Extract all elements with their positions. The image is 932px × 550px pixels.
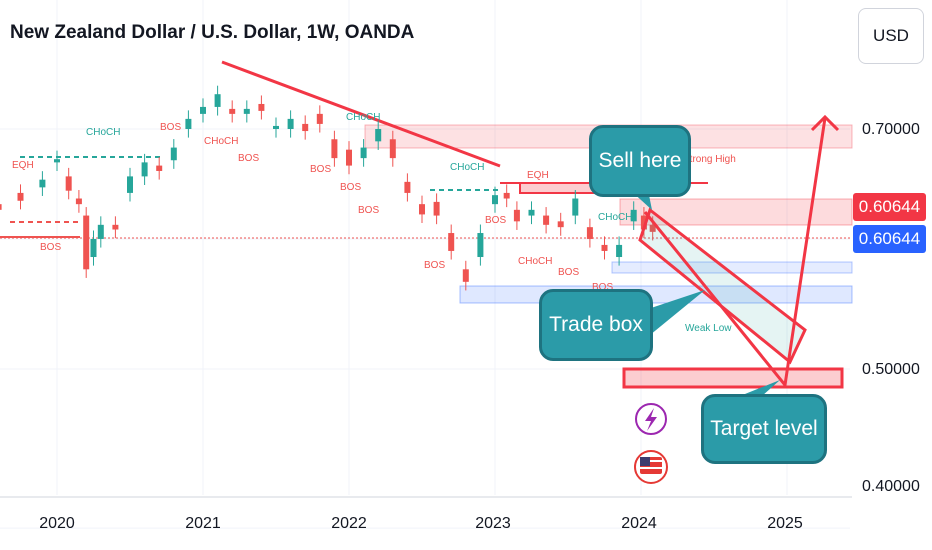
demand-zone-2 bbox=[459, 285, 853, 304]
structure-label: CHoCH bbox=[450, 162, 484, 173]
candle-body bbox=[229, 108, 236, 114]
candle-body bbox=[54, 159, 60, 163]
candle-body bbox=[141, 162, 148, 177]
candle-body bbox=[404, 181, 411, 193]
candle-body bbox=[649, 224, 656, 232]
trade-box-callout: Trade box bbox=[539, 289, 653, 361]
x-tick-label: 2023 bbox=[475, 515, 511, 532]
structure-label: BOS bbox=[558, 267, 579, 278]
y-tick-label: 0.50000 bbox=[862, 361, 920, 378]
structure-label: BOS bbox=[424, 260, 445, 271]
candle-body bbox=[513, 209, 520, 222]
candle-body bbox=[360, 147, 367, 159]
candle-body bbox=[0, 204, 2, 210]
candle-body bbox=[200, 106, 206, 114]
structure-label: BOS bbox=[358, 205, 379, 216]
structure-label: BOS bbox=[310, 164, 331, 175]
candle-body bbox=[543, 215, 550, 225]
x-tick-label: 2022 bbox=[331, 515, 367, 532]
x-tick-label: 2024 bbox=[621, 515, 657, 532]
x-tick-label: 2021 bbox=[185, 515, 221, 532]
candle-body bbox=[258, 103, 265, 111]
candle-body bbox=[156, 165, 163, 171]
trade-pointer bbox=[645, 290, 705, 335]
candle-body bbox=[75, 198, 82, 205]
structure-label: CHoCH bbox=[86, 127, 120, 138]
candle-body bbox=[389, 139, 396, 159]
x-tick-label: 2025 bbox=[767, 515, 803, 532]
candle-body bbox=[630, 209, 637, 222]
candle-body bbox=[557, 221, 564, 228]
target-pointer bbox=[740, 380, 780, 396]
chart-title: New Zealand Dollar / U.S. Dollar, 1W, OA… bbox=[10, 22, 415, 43]
target-zone bbox=[622, 367, 844, 389]
candle-body bbox=[616, 244, 623, 258]
projection-channel bbox=[638, 207, 807, 365]
us-flag-icon bbox=[650, 460, 662, 462]
structure-label: CHoCH bbox=[598, 212, 632, 223]
us-flag-icon bbox=[640, 457, 650, 466]
candle-body bbox=[17, 192, 24, 201]
candle-body bbox=[503, 192, 510, 199]
candle-body bbox=[375, 129, 382, 142]
arrow-head bbox=[810, 114, 840, 132]
candle-body bbox=[65, 176, 72, 191]
candle-body bbox=[97, 224, 104, 239]
trendline bbox=[221, 60, 501, 168]
candle-body bbox=[83, 215, 90, 270]
sell-here-callout: Sell here bbox=[589, 125, 691, 197]
candle-body bbox=[586, 227, 593, 239]
structure-label: BOS bbox=[160, 122, 181, 133]
structure-label: Strong High bbox=[683, 154, 736, 165]
candle-body bbox=[492, 195, 498, 205]
current-price-badge: 0.60644 bbox=[853, 225, 926, 253]
y-tick-label: 0.40000 bbox=[862, 478, 920, 495]
candle-body bbox=[302, 123, 309, 132]
structure-label: BOS bbox=[592, 282, 613, 293]
structure-label: EQH bbox=[527, 170, 549, 181]
last-price-badge: 0.60644 bbox=[853, 193, 926, 221]
demand-zone-1 bbox=[611, 261, 853, 274]
candle-body bbox=[433, 201, 440, 216]
structure-label: CHoCH bbox=[518, 256, 552, 267]
y-tick-label: 0.70000 bbox=[862, 121, 920, 138]
candle-body bbox=[346, 149, 352, 166]
candle-body bbox=[170, 147, 177, 161]
candle-body bbox=[39, 179, 46, 188]
candle-body bbox=[462, 269, 469, 282]
structure-label: CHoCH bbox=[204, 136, 238, 147]
candle-body bbox=[331, 139, 338, 159]
structure-label: CHoCH bbox=[346, 112, 380, 123]
candle-body bbox=[477, 233, 484, 258]
structure-label: BOS bbox=[40, 242, 61, 253]
structure-label: EQH bbox=[12, 160, 34, 171]
candle-body bbox=[185, 118, 192, 129]
candle-body bbox=[90, 238, 97, 258]
candle-body bbox=[448, 233, 455, 251]
target-level-callout: Target level bbox=[701, 394, 827, 464]
x-tick-label: 2020 bbox=[39, 515, 75, 532]
candle-body bbox=[273, 125, 279, 129]
currency-button[interactable]: USD bbox=[858, 8, 924, 64]
structure-label: Weak Low bbox=[685, 323, 732, 334]
candle-body bbox=[287, 118, 294, 129]
candle-body bbox=[127, 176, 133, 193]
candle-body bbox=[572, 198, 579, 216]
candle-body bbox=[214, 94, 221, 107]
structure-label: BOS bbox=[485, 215, 506, 226]
candle-body bbox=[640, 215, 647, 230]
candle-body bbox=[316, 113, 323, 124]
candle-body bbox=[243, 108, 250, 114]
structure-label: BOS bbox=[340, 182, 361, 193]
candle-body bbox=[528, 209, 535, 216]
candle-body bbox=[419, 204, 425, 215]
us-flag-icon bbox=[640, 467, 662, 469]
candle-body bbox=[112, 224, 119, 230]
candle-body bbox=[601, 244, 608, 251]
projection-path bbox=[643, 117, 827, 389]
structure-label: BOS bbox=[238, 153, 259, 164]
lightning-icon bbox=[645, 408, 657, 431]
